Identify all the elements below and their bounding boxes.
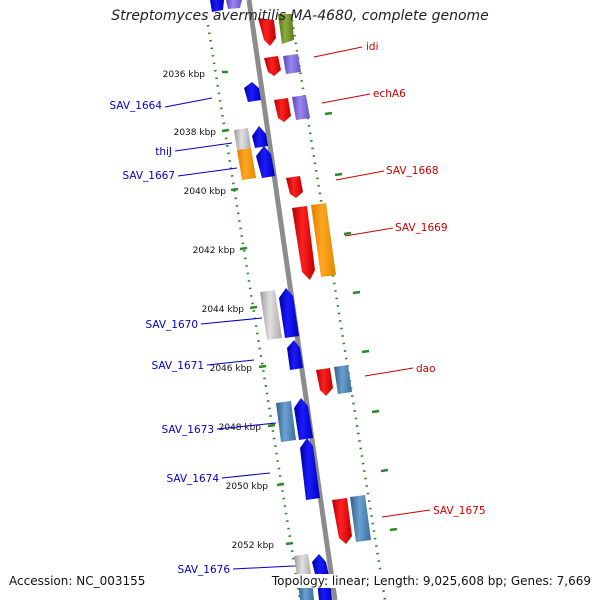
gene-feature[interactable] [276,401,296,442]
gene-feature[interactable] [279,288,299,338]
tick-label: 2048 kbp [219,423,262,433]
leader-line [232,565,294,570]
tick-mark [267,423,276,428]
gene-label-sav-1674[interactable]: SAV_1674 [166,473,219,485]
gene-label-sav-1667[interactable]: SAV_1667 [122,170,175,182]
leader-line [200,317,263,325]
gene-label-sav-1673[interactable]: SAV_1673 [161,424,214,436]
gene-feature[interactable] [278,14,294,44]
gene-feature[interactable] [226,0,242,9]
tick-mark [380,468,389,473]
tick-mark [285,541,294,546]
tick-mark [343,231,352,236]
gene-feature[interactable] [292,95,310,120]
leader-line [321,93,371,104]
leader-line [344,227,394,237]
leader-lines-right [313,46,431,518]
tick-label: 2036 kbp [163,70,206,80]
gene-feature[interactable] [258,18,276,46]
gene-feature[interactable] [350,495,371,542]
leader-line [313,46,363,58]
leader-line [221,472,271,479]
gene-feature[interactable] [274,98,291,122]
leader-line [177,167,238,177]
gene-feature[interactable] [334,365,352,394]
gene-feature[interactable] [300,438,320,500]
gene-feature[interactable] [244,82,261,102]
tick-mark [334,172,343,177]
gene-label-sav-1669[interactable]: SAV_1669 [395,222,448,234]
gene-feature[interactable] [234,128,251,150]
gene-features [210,0,371,600]
gene-feature[interactable] [316,368,333,396]
tick-label: 2044 kbp [202,305,245,315]
tick-mark [352,290,361,295]
tick-mark [221,128,230,133]
gene-feature[interactable] [311,203,336,277]
gene-label-sav-1671[interactable]: SAV_1671 [151,360,204,372]
leader-line [174,142,233,152]
gene-label-dao[interactable]: dao [416,363,436,375]
leader-line [381,509,431,518]
tick-marks [221,70,398,546]
gene-feature[interactable] [286,176,303,198]
leader-line [335,170,385,181]
tick-label: 2040 kbp [184,187,227,197]
tick-label: 2050 kbp [226,482,269,492]
gene-feature[interactable] [294,398,313,440]
tick-mark [258,364,267,369]
tick-mark [389,527,398,532]
gene-feature[interactable] [292,206,315,280]
tick-mark [239,246,248,251]
leader-line [206,359,255,366]
tick-mark [249,305,258,310]
tick-mark [230,187,239,192]
leader-line [364,367,414,377]
gene-feature[interactable] [252,126,268,148]
gene-feature[interactable] [237,148,256,180]
gene-label-echa6[interactable]: echA6 [373,88,406,100]
gene-feature[interactable] [283,54,301,74]
gene-feature[interactable] [210,0,224,12]
leader-lines-left [164,97,294,570]
gene-feature[interactable] [260,290,282,340]
tick-label: 2038 kbp [174,128,217,138]
gene-label-sav-1668[interactable]: SAV_1668 [386,165,439,177]
gene-feature[interactable] [264,56,281,76]
tick-mark [324,111,333,116]
tick-mark [276,482,285,487]
gene-label-thij[interactable]: thiJ [155,146,172,158]
gene-feature[interactable] [256,146,275,178]
leader-line [216,422,277,430]
tick-label: 2042 kbp [193,246,236,256]
gene-feature[interactable] [332,498,352,544]
gene-feature[interactable] [287,340,303,370]
tick-mark [361,349,370,354]
tick-label: 2046 kbp [210,364,253,374]
accession-text: Accession: NC_003155 [8,574,147,588]
gene-label-sav-1670[interactable]: SAV_1670 [145,319,198,331]
tick-mark [371,409,380,414]
gene-label-sav-1675[interactable]: SAV_1675 [433,505,486,517]
gene-label-sav-1676[interactable]: SAV_1676 [177,564,230,576]
map-title: Streptomyces avermitilis MA-4680, comple… [111,8,489,24]
gene-label-idi[interactable]: idi [366,41,379,53]
genome-stats-text: Topology: linear; Length: 9,025,608 bp; … [270,574,592,588]
gene-label-sav-1664[interactable]: SAV_1664 [109,100,162,112]
leader-line [164,97,213,108]
tick-label: 2052 kbp [232,541,275,551]
